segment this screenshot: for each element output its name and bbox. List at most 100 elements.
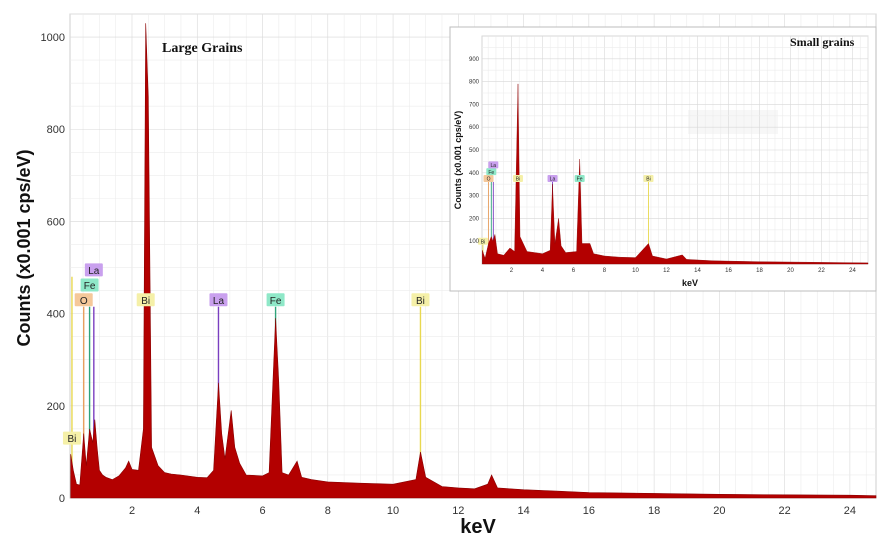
element-tag-box [477, 237, 488, 245]
element-tag-label: O [80, 296, 88, 307]
x-tick-label: 8 [325, 505, 331, 517]
element-tag-fe: Fe [266, 293, 285, 307]
main-x-axis-title: keV [460, 516, 496, 538]
element-tag-label: Bi [516, 177, 520, 183]
inset-x-tick-labels: 2 4 6 8 10 12 14 16 18 20 22 24 [510, 268, 857, 274]
y-tick-label: 500 [469, 148, 480, 154]
element-tag-o: O [74, 293, 93, 307]
element-tag-box [483, 175, 494, 182]
x-tick-label: 16 [583, 505, 595, 517]
element-tag-la: La [488, 161, 499, 169]
element-tag-label: Bi [141, 296, 150, 307]
element-tag-bi: Bi [411, 293, 430, 307]
y-tick-label: 0 [59, 493, 65, 505]
x-tick-label: 2 [129, 505, 135, 517]
x-tick-label: 10 [632, 268, 639, 274]
inset-y-axis-title: Counts (x0.001 cps/eV) [453, 111, 463, 210]
y-tick-label: 100 [469, 239, 480, 245]
y-tick-label: 600 [469, 125, 480, 131]
x-tick-label: 16 [725, 268, 732, 274]
element-tag-box [547, 175, 558, 182]
element-tag-o: O [483, 175, 494, 183]
element-tag-label: Bi [481, 239, 485, 245]
element-tag-label: O [487, 177, 491, 183]
element-tag-label: Bi [416, 296, 425, 307]
element-tag-box [411, 293, 430, 307]
element-tag-fe: Fe [80, 278, 99, 292]
element-tag-la: La [209, 293, 228, 307]
main-spectrum-area [70, 23, 877, 499]
main-x-tick-labels: 2 4 6 8 10 12 14 16 18 20 22 24 [129, 505, 856, 517]
x-tick-label: 24 [849, 268, 856, 274]
element-tag-box [136, 293, 155, 307]
y-tick-label: 300 [469, 194, 480, 200]
inset-spectrum-area [482, 83, 869, 265]
element-tag-bi: Bi [512, 175, 523, 183]
element-tag-label: La [550, 177, 556, 183]
inset-grid [482, 35, 869, 265]
element-tag-box [488, 161, 499, 169]
y-tick-label: 400 [469, 171, 480, 177]
x-tick-label: 18 [756, 268, 763, 274]
element-tag-box [512, 175, 523, 182]
element-tag-la: La [84, 263, 103, 277]
x-tick-label: 12 [663, 268, 670, 274]
y-tick-label: 800 [47, 124, 65, 136]
y-tick-label: 200 [47, 401, 65, 413]
y-tick-label: 700 [469, 102, 480, 108]
inset-blank-box [688, 110, 778, 134]
x-tick-label: 12 [452, 505, 464, 517]
element-tag-label: Fe [84, 281, 96, 292]
x-tick-label: 20 [713, 505, 725, 517]
y-tick-label: 900 [469, 57, 480, 63]
element-tag-box [643, 175, 654, 182]
element-tag-bi: Bi [477, 237, 488, 245]
main-element-tags: Bi O Fe La Bi La Fe Bi [62, 263, 430, 445]
x-tick-label: 14 [694, 268, 701, 274]
x-tick-label: 4 [194, 505, 200, 517]
element-tag-label: Bi [646, 177, 650, 183]
y-tick-label: 800 [469, 80, 480, 86]
main-y-axis-title: Counts (x0.001 cps/eV) [14, 149, 34, 346]
element-tag-label: Bi [68, 434, 77, 445]
y-tick-label: 400 [47, 309, 65, 321]
x-tick-label: 2 [510, 268, 514, 274]
element-tag-box [209, 293, 228, 307]
x-tick-label: 24 [844, 505, 856, 517]
element-tag-bi: Bi [136, 293, 155, 307]
element-tag-fe: Fe [574, 175, 585, 183]
element-tag-box [84, 263, 103, 277]
x-tick-label: 6 [259, 505, 265, 517]
element-tag-label: Fe [488, 170, 494, 176]
element-tag-box [266, 293, 285, 307]
element-tag-label: La [491, 163, 497, 169]
main-y-tick-labels: 0 200 400 600 800 1000 [41, 32, 65, 505]
element-tag-box [486, 168, 497, 176]
x-tick-label: 6 [572, 268, 576, 274]
y-tick-label: 1000 [41, 32, 65, 44]
y-tick-label: 600 [47, 216, 65, 228]
x-tick-label: 10 [387, 505, 399, 517]
inset-annotation: Small grains [790, 35, 855, 49]
element-tag-la: La [547, 175, 558, 183]
element-tag-box [80, 278, 99, 292]
element-tag-box [62, 431, 81, 445]
element-tag-label: Fe [577, 177, 583, 183]
x-tick-label: 14 [517, 505, 529, 517]
main-annotation: Large Grains [162, 41, 243, 56]
element-tag-bi: Bi [643, 175, 654, 183]
x-tick-label: 20 [787, 268, 794, 274]
x-tick-label: 22 [779, 505, 791, 517]
x-tick-label: 8 [603, 268, 607, 274]
element-tag-bi: Bi [62, 431, 81, 445]
element-tag-label: La [88, 266, 100, 277]
y-tick-label: 200 [469, 216, 480, 222]
x-tick-label: 4 [541, 268, 545, 274]
x-tick-label: 18 [648, 505, 660, 517]
element-tag-fe: Fe [486, 168, 497, 176]
inset-y-tick-labels: 100 200 300 400 500 600 700 800 900 [469, 57, 480, 245]
element-tag-label: La [213, 296, 225, 307]
